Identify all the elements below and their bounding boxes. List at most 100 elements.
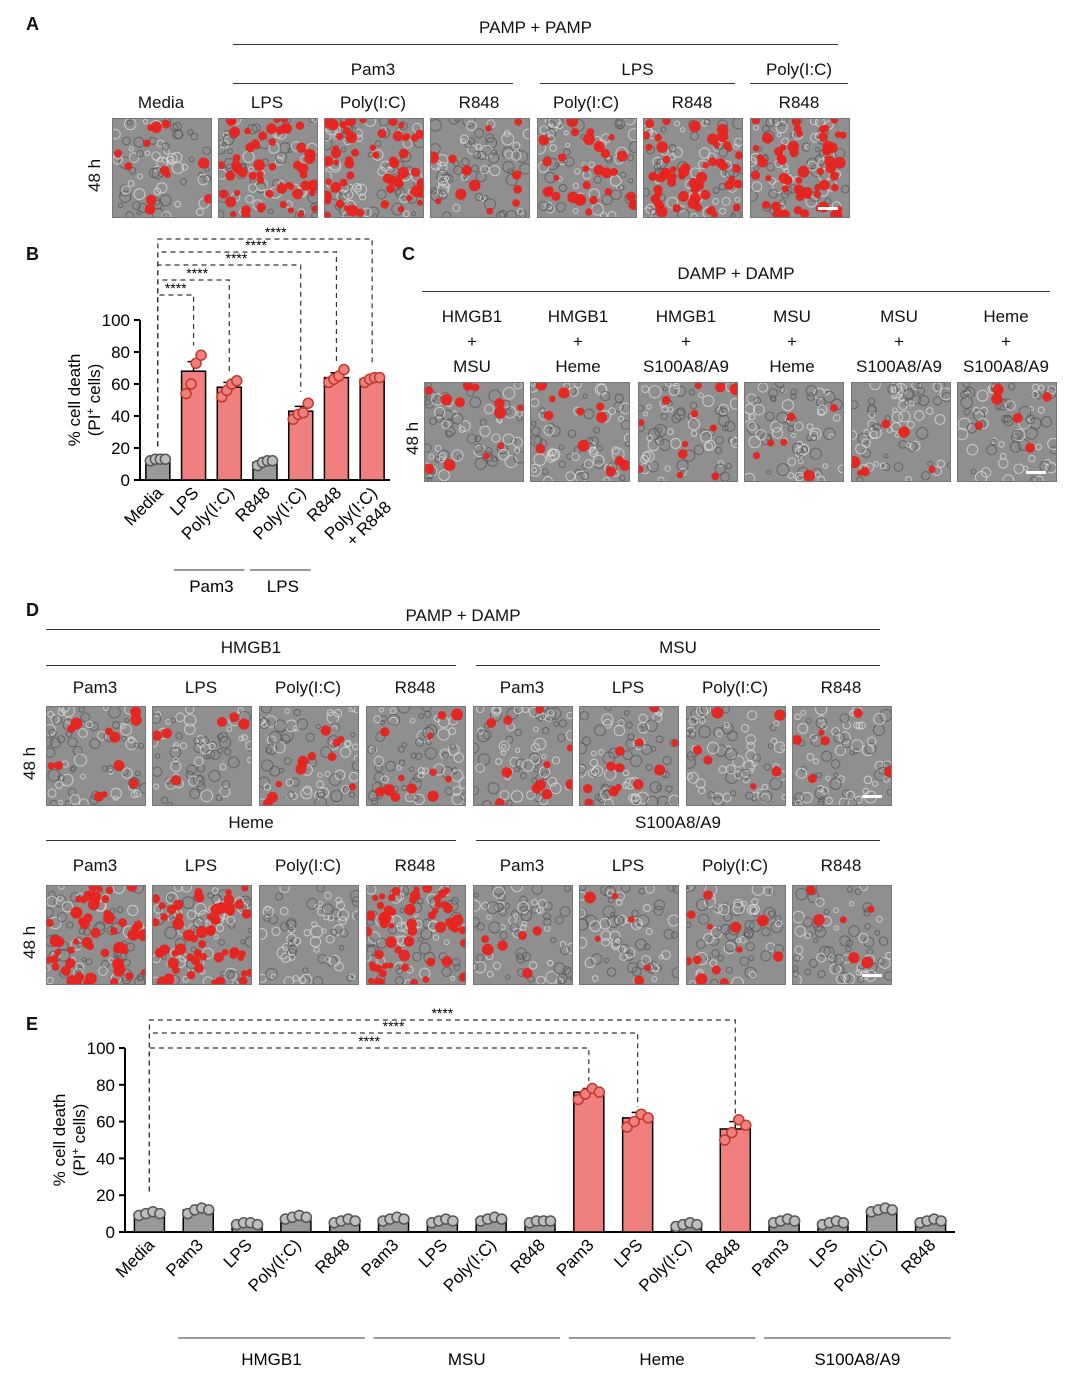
data-point bbox=[266, 455, 279, 467]
panel-a-group-lps: LPS bbox=[621, 60, 654, 79]
panel-a-image-label: Poly(I:C) bbox=[339, 93, 407, 112]
panel-a-group-pam3: Pam3 bbox=[350, 60, 396, 79]
data-point bbox=[159, 453, 172, 465]
micrograph-msu-pam3 bbox=[473, 706, 573, 806]
panel-a-image-label: R848 bbox=[671, 93, 713, 112]
micrograph-pam3-r848 bbox=[430, 118, 530, 218]
significance-label: **** bbox=[265, 225, 287, 240]
data-point bbox=[837, 1217, 850, 1229]
significance-label: **** bbox=[165, 280, 187, 296]
panel-a-group-line bbox=[540, 83, 735, 84]
panel-a-image-label: LPS bbox=[250, 93, 284, 112]
significance-bracket bbox=[148, 1019, 736, 1192]
panel-d-image-label: Poly(I:C) bbox=[274, 678, 342, 697]
y-tick-label: 100 bbox=[102, 311, 130, 330]
group-label: HMGB1 bbox=[241, 1350, 301, 1369]
micrograph-msu-r848 bbox=[792, 706, 892, 806]
data-point bbox=[297, 407, 309, 419]
x-tick-label: Pam3 bbox=[553, 1235, 598, 1280]
panel-d-image-label: R848 bbox=[394, 678, 436, 697]
data-point bbox=[302, 397, 314, 409]
panel-a-time-label: 48 h bbox=[85, 158, 104, 192]
panel-c-image-label: HMGB1 + S100A8/A9 bbox=[642, 307, 729, 376]
data-point bbox=[691, 1218, 703, 1231]
panel-d-time-label: 48 h bbox=[20, 746, 39, 780]
data-point bbox=[642, 1112, 654, 1124]
data-point bbox=[251, 1218, 264, 1231]
significance-label: **** bbox=[226, 250, 248, 266]
data-point bbox=[373, 371, 386, 384]
panel-d-label: D bbox=[26, 600, 39, 620]
significance-bracket bbox=[157, 238, 373, 447]
x-tick-label: R848 bbox=[702, 1235, 744, 1277]
x-tick-label: R848 bbox=[311, 1235, 353, 1277]
panel-b-label: B bbox=[26, 244, 39, 264]
scale-bar bbox=[862, 795, 882, 798]
panel-a-label: A bbox=[26, 14, 39, 34]
x-tick-label: Poly(I:C) bbox=[635, 1235, 695, 1295]
micrograph-msu-s100a8a9 bbox=[851, 382, 951, 482]
x-tick-label: Poly(I:C) bbox=[830, 1235, 890, 1295]
data-point bbox=[190, 357, 202, 369]
micrograph-hmgb1-s100a8a9 bbox=[638, 382, 738, 482]
data-point bbox=[349, 1215, 361, 1227]
data-point bbox=[726, 1126, 738, 1139]
micrograph-s100a8a9-polyic bbox=[686, 885, 786, 985]
panel-a-group-line bbox=[750, 83, 848, 84]
micrograph-heme-lps bbox=[152, 885, 252, 985]
significance-label: **** bbox=[383, 1018, 405, 1034]
panel-c-image-label: HMGB1 + MSU bbox=[441, 307, 503, 376]
data-point bbox=[231, 375, 243, 387]
y-axis-label: % cell death bbox=[50, 1094, 69, 1187]
group-label: Heme bbox=[639, 1350, 684, 1369]
micrograph-msu-polyic bbox=[686, 706, 786, 806]
bar bbox=[216, 386, 243, 481]
panel-c-image-label: MSU + Heme bbox=[769, 307, 815, 376]
y-tick-label: 60 bbox=[111, 375, 130, 394]
data-point bbox=[447, 1215, 459, 1227]
panel-d-image-label: Poly(I:C) bbox=[701, 856, 769, 875]
y-tick-label: 80 bbox=[111, 343, 130, 362]
panel-d-image-label: LPS bbox=[184, 856, 218, 875]
y-tick-label: 40 bbox=[96, 1149, 115, 1168]
micrograph-s100a8a9-r848 bbox=[792, 885, 892, 985]
significance-label: **** bbox=[358, 1033, 380, 1049]
panel-d-group-heme: Heme bbox=[228, 813, 274, 832]
panel-a-group-polyic: Poly(I:C) bbox=[765, 60, 833, 79]
data-point bbox=[788, 1215, 801, 1227]
y-tick-label: 80 bbox=[96, 1076, 115, 1095]
panel-c-image-label: Heme + S100A8/A9 bbox=[962, 307, 1049, 376]
y-tick-label: 0 bbox=[121, 471, 130, 490]
data-point bbox=[544, 1215, 557, 1227]
significance-label: **** bbox=[186, 265, 208, 281]
y-tick-label: 20 bbox=[111, 439, 130, 458]
y-tick-label: 100 bbox=[87, 1039, 115, 1058]
y-tick-label: 0 bbox=[106, 1223, 115, 1242]
panel-a-title-line bbox=[233, 44, 838, 45]
micrograph-msu-heme bbox=[744, 382, 844, 482]
micrograph-hmgb1-msu bbox=[424, 382, 524, 482]
group-label-pam3: Pam3 bbox=[189, 577, 233, 596]
bar bbox=[323, 376, 350, 481]
panel-d-image-label: Pam3 bbox=[499, 678, 545, 697]
data-point bbox=[495, 1213, 508, 1225]
micrograph-heme-s100a8a9 bbox=[957, 382, 1057, 482]
panel-c-time-label: 48 h bbox=[403, 421, 422, 455]
y-tick-label: 60 bbox=[96, 1113, 115, 1132]
significance-label: **** bbox=[431, 1005, 453, 1021]
scale-bar bbox=[1026, 471, 1046, 474]
panel-d-image-label: R848 bbox=[394, 856, 436, 875]
micrograph-s100a8a9-pam3 bbox=[473, 885, 573, 985]
scale-bar bbox=[818, 207, 838, 210]
panel-d-title-line bbox=[46, 629, 880, 630]
panel-d-group-msu: MSU bbox=[659, 638, 697, 657]
panel-a-group-line bbox=[233, 83, 513, 84]
panel-d-image-label: Pam3 bbox=[72, 856, 118, 875]
group-label-lps: LPS bbox=[267, 577, 299, 596]
micrograph-heme-r848 bbox=[366, 885, 466, 985]
panel-d-group-line bbox=[476, 840, 880, 841]
x-tick-label: Pam3 bbox=[162, 1235, 207, 1280]
x-tick-label: Pam3 bbox=[358, 1235, 403, 1280]
panel-d-image-label: Poly(I:C) bbox=[274, 856, 342, 875]
